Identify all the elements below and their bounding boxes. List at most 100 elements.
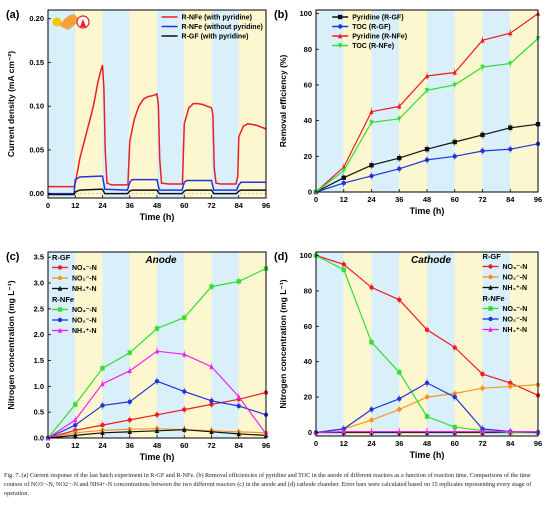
y-axis-label: Nitrogen concentration (mg L⁻¹) [6, 280, 16, 409]
y-tick-label: 0 [308, 188, 312, 197]
time-band [48, 10, 76, 198]
legend-marker [488, 274, 493, 280]
data-point [369, 285, 374, 290]
y-tick-label: 40 [304, 357, 312, 366]
data-point [452, 139, 457, 145]
x-tick-label: 96 [534, 195, 542, 204]
x-tick-label: 48 [423, 439, 431, 448]
y-tick-label: 0.5 [34, 408, 44, 417]
legend-marker [337, 14, 343, 20]
series-line [48, 64, 267, 188]
time-band [427, 252, 455, 436]
panel-label: (c) [6, 251, 20, 263]
legend-group-title: R-NFe [52, 295, 74, 304]
x-tick-label: 24 [98, 441, 107, 450]
legend-label: R-GF (with pyridine) [182, 34, 249, 41]
y-tick-label: 2.5 [34, 304, 44, 313]
y-tick-label: 0.0 [34, 434, 44, 443]
x-tick-label: 48 [153, 441, 161, 450]
time-band [102, 10, 130, 198]
light-beam-icon [60, 14, 80, 30]
y-tick-label: 1.0 [34, 382, 44, 391]
legend-label: TOC (R-NFe) [352, 43, 394, 50]
series-line [48, 188, 266, 196]
data-point [480, 371, 485, 377]
legend-marker [57, 265, 63, 270]
data-point [452, 82, 457, 88]
data-point [424, 414, 430, 419]
legend-label: NO₃⁻-N [503, 264, 528, 271]
time-band [427, 10, 455, 192]
data-point [127, 417, 132, 423]
y-tick-label: 60 [304, 80, 312, 89]
time-band [510, 252, 538, 436]
data-point [127, 399, 132, 405]
data-point [369, 407, 374, 412]
legend-label: NO₂⁻-N [72, 318, 97, 325]
data-point [369, 417, 374, 423]
data-point [397, 297, 402, 302]
legend-marker [337, 43, 343, 49]
y-tick-label: 3.0 [34, 279, 44, 288]
data-point [424, 428, 430, 434]
x-tick-label: 0 [314, 439, 318, 448]
x-tick-label: 24 [367, 439, 376, 448]
data-point [127, 368, 132, 374]
data-point [369, 163, 374, 168]
x-tick-label: 60 [451, 439, 459, 448]
data-point [369, 120, 374, 126]
legend-label: NO₂⁻-N [503, 317, 528, 324]
data-point [424, 394, 430, 400]
x-tick-label: 12 [71, 441, 79, 450]
x-tick-label: 48 [423, 195, 431, 204]
time-band [184, 252, 212, 438]
data-point [424, 146, 430, 152]
legend-group-title: R-GF [483, 252, 502, 261]
legend-label: NH₄⁺-N [503, 327, 528, 334]
data-point [341, 180, 346, 186]
x-tick-label: 72 [478, 195, 486, 204]
data-point [480, 386, 485, 391]
time-band [316, 10, 344, 192]
arrow-icon [80, 19, 86, 27]
data-point [209, 398, 214, 403]
x-tick-label: 72 [207, 441, 215, 450]
chart-panel-4: 0 12 24 36 48 60 72 84 96 0 20 40 60 80 100 Time (h) Nit… [274, 251, 542, 460]
legend-marker [57, 285, 63, 291]
data-point [341, 428, 346, 434]
data-point [480, 428, 485, 434]
y-tick-label: 20 [304, 152, 312, 161]
panel-label: (b) [274, 9, 288, 21]
legend-marker [57, 307, 63, 312]
data-point [341, 168, 346, 174]
legend-label: NO₂⁻-N [503, 275, 528, 282]
panel-title: Cathode [411, 255, 451, 266]
y-tick-label: 1.5 [34, 356, 44, 365]
data-point [209, 284, 214, 289]
time-band [102, 252, 130, 438]
y-axis-label: Nitrogen concentration (mg L⁻¹) [278, 279, 288, 408]
data-point [369, 340, 374, 345]
x-tick-label: 36 [126, 441, 134, 450]
x-tick-label: 24 [98, 201, 107, 210]
data-point [508, 146, 513, 152]
data-point [508, 428, 513, 434]
legend-label: TOC (R-GF) [352, 24, 390, 31]
data-point [397, 407, 402, 412]
x-tick-label: 60 [451, 195, 459, 204]
x-tick-label: 84 [235, 441, 244, 450]
x-tick-label: 96 [262, 441, 270, 450]
data-point [480, 148, 485, 154]
legend-marker [57, 317, 63, 323]
data-point [100, 422, 105, 428]
time-band [211, 10, 239, 198]
time-band [129, 252, 157, 438]
x-tick-label: 24 [367, 195, 376, 204]
time-band [48, 252, 76, 438]
legend-label: NO₃⁻-N [72, 307, 97, 314]
time-band [510, 10, 538, 192]
x-tick-label: 0 [46, 441, 50, 450]
time-band [371, 252, 400, 436]
data-point [100, 366, 105, 371]
legend-label: R-NFe (without pyridine) [182, 24, 263, 31]
